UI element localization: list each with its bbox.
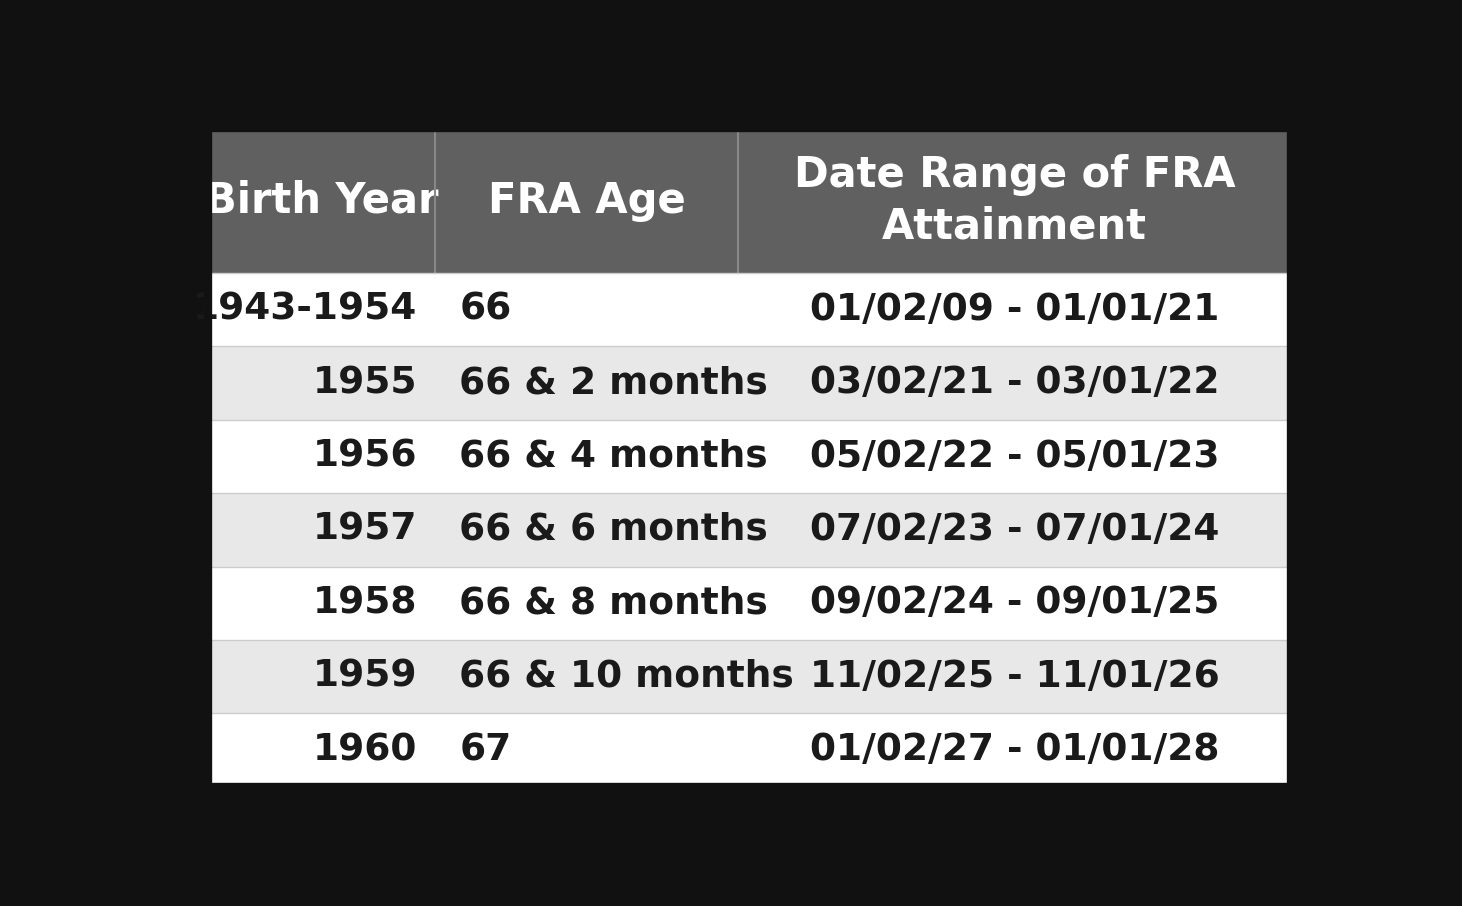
Bar [208, 346, 436, 419]
Text: 11/02/25 - 11/01/26: 11/02/25 - 11/01/26 [810, 659, 1219, 695]
Bar [436, 640, 738, 713]
Bar [436, 273, 738, 346]
Bar [738, 419, 1291, 493]
Text: 05/02/22 - 05/01/23: 05/02/22 - 05/01/23 [810, 439, 1219, 475]
Text: 1943-1954: 1943-1954 [193, 292, 417, 328]
Text: 1958: 1958 [313, 585, 417, 622]
Text: 07/02/23 - 07/01/24: 07/02/23 - 07/01/24 [810, 512, 1219, 548]
Bar [738, 273, 1291, 346]
Text: 01/02/27 - 01/01/28: 01/02/27 - 01/01/28 [810, 732, 1219, 768]
Bar [738, 566, 1291, 640]
Text: 66: 66 [459, 292, 512, 328]
Bar [738, 129, 1291, 273]
Bar [208, 566, 436, 640]
Bar [208, 493, 436, 566]
Text: 1956: 1956 [313, 439, 417, 475]
Bar [208, 419, 436, 493]
Text: 66 & 6 months: 66 & 6 months [459, 512, 768, 548]
Bar [208, 713, 436, 786]
Bar [208, 129, 436, 273]
Bar [436, 346, 738, 419]
Bar [436, 713, 738, 786]
Bar [208, 640, 436, 713]
Text: 66 & 10 months: 66 & 10 months [459, 659, 794, 695]
Bar [436, 566, 738, 640]
Bar [738, 640, 1291, 713]
Bar [738, 346, 1291, 419]
Bar [738, 713, 1291, 786]
Text: 66 & 4 months: 66 & 4 months [459, 439, 768, 475]
Text: Date Range of FRA
Attainment: Date Range of FRA Attainment [794, 154, 1235, 247]
Text: 67: 67 [459, 732, 512, 768]
Text: 1959: 1959 [313, 659, 417, 695]
Bar [208, 273, 436, 346]
Bar [436, 493, 738, 566]
Bar [436, 419, 738, 493]
Bar [436, 129, 738, 273]
Text: FRA Age: FRA Age [488, 179, 686, 222]
Text: 03/02/21 - 03/01/22: 03/02/21 - 03/01/22 [810, 365, 1219, 401]
Text: 66 & 8 months: 66 & 8 months [459, 585, 768, 622]
Text: Birth Year: Birth Year [205, 179, 439, 222]
Text: 1955: 1955 [313, 365, 417, 401]
Text: 09/02/24 - 09/01/25: 09/02/24 - 09/01/25 [810, 585, 1219, 622]
Text: 66 & 2 months: 66 & 2 months [459, 365, 768, 401]
Bar [738, 493, 1291, 566]
Text: 1960: 1960 [313, 732, 417, 768]
Text: 1957: 1957 [313, 512, 417, 548]
Text: 01/02/09 - 01/01/21: 01/02/09 - 01/01/21 [810, 292, 1219, 328]
